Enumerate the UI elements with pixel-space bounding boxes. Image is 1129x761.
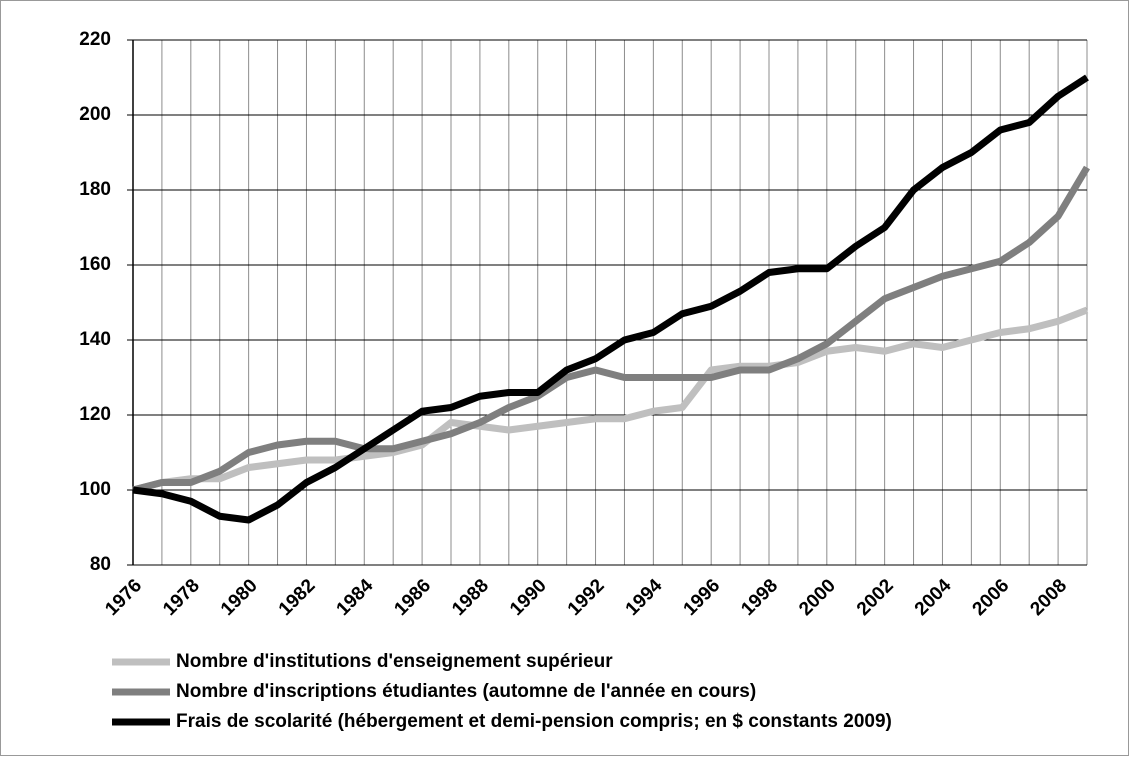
y-tick-label: 100	[79, 479, 111, 500]
y-tick-label: 160	[79, 254, 111, 275]
y-tick-label: 120	[79, 404, 111, 425]
legend-label: Nombre d'inscriptions étudiantes (automn…	[176, 681, 756, 702]
series-line	[132, 74, 1089, 524]
y-tick-label: 180	[79, 179, 111, 200]
legend-label: Frais de scolarité (hébergement et demi-…	[176, 711, 892, 732]
series-line	[132, 306, 1089, 494]
y-tick-label: 80	[90, 554, 111, 575]
y-tick-label: 140	[79, 329, 111, 350]
legend-label: Nombre d'institutions d'enseignement sup…	[176, 651, 613, 672]
y-tick-label: 200	[79, 104, 111, 125]
y-tick-label: 220	[79, 29, 111, 50]
series-line	[132, 165, 1091, 494]
